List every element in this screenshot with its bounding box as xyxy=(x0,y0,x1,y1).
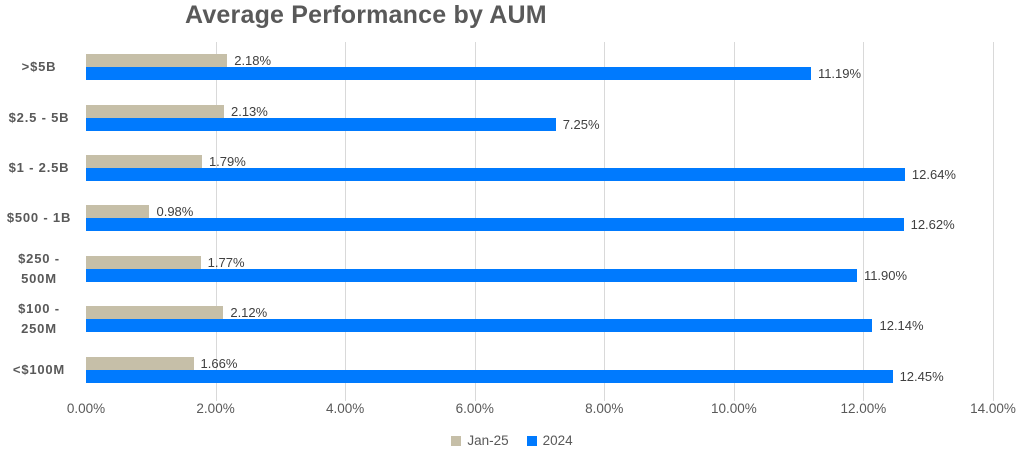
2024-swatch-icon xyxy=(526,435,537,446)
bar-line: 1.79% xyxy=(86,154,993,170)
bar-line: 2.12% xyxy=(86,305,993,321)
legend-label: 2024 xyxy=(542,433,573,448)
x-axis-tick-label: 12.00% xyxy=(840,401,887,416)
bar-line: 1.77% xyxy=(86,254,993,270)
bar-2024 xyxy=(86,168,905,182)
bar-group: 2.18% 11.19% xyxy=(86,42,993,92)
x-axis: 0.00% 2.00% 4.00% 6.00% 8.00% 10.00% 12.00% 14.… xyxy=(67,401,1016,419)
gridline xyxy=(993,42,994,401)
data-label: 12.14% xyxy=(879,318,924,334)
bar-jan-25 xyxy=(86,306,224,320)
bar-line: 12.14% xyxy=(86,318,993,334)
legend-item-2024: 2024 xyxy=(526,433,573,448)
bar-2024 xyxy=(86,117,556,131)
bar-jan-25 xyxy=(86,255,201,269)
y-axis-category-labels: >$5B $2.5 - 5B $1 - 2.5B $500 - 1B $250 - 50… xyxy=(0,42,78,395)
bar-group: 2.13% 7.25% xyxy=(86,92,993,142)
data-label: 1.79% xyxy=(208,154,246,170)
y-axis-category-label: >$5B xyxy=(21,59,57,75)
bar-group: 1.77% 11.90% xyxy=(86,244,993,294)
data-label: 12.62% xyxy=(910,217,955,233)
data-label: 1.66% xyxy=(200,355,238,371)
x-axis-tick-label: 2.00% xyxy=(196,401,235,416)
bar-jan-25 xyxy=(86,155,202,169)
bar-jan-25 xyxy=(86,104,224,118)
legend-label: Jan-25 xyxy=(467,433,509,448)
bar-group: 0.98% 12.62% xyxy=(86,193,993,243)
bar-line: 1.66% xyxy=(86,355,993,371)
data-label: 2.13% xyxy=(230,103,268,119)
x-axis-tick-label: 8.00% xyxy=(585,401,624,416)
data-label: 11.90% xyxy=(863,267,908,283)
data-label: 2.12% xyxy=(230,305,268,321)
data-label: 12.45% xyxy=(899,368,944,384)
legend: Jan-25 2024 xyxy=(0,433,1024,448)
jan-25-swatch-icon xyxy=(451,435,462,446)
data-label: 7.25% xyxy=(562,116,600,132)
x-axis-tick-label: 10.00% xyxy=(710,401,757,416)
chart-title: Average Performance by AUM xyxy=(185,1,547,29)
bar-group: 1.79% 12.64% xyxy=(86,143,993,193)
y-axis-category-label: $250 - 500M xyxy=(18,250,60,286)
bar-jan-25 xyxy=(86,205,150,219)
bar-jan-25 xyxy=(86,356,194,370)
bar-2024 xyxy=(86,268,857,282)
x-axis-tick-label: 4.00% xyxy=(326,401,365,416)
data-label: 1.77% xyxy=(207,254,245,270)
bar-line: 2.18% xyxy=(86,53,993,69)
data-label: 12.64% xyxy=(911,167,956,183)
y-axis-category-label: $100 - 250M xyxy=(18,301,60,337)
bar-line: 12.62% xyxy=(86,217,993,233)
bar-2024 xyxy=(86,319,873,333)
x-axis-tick-label: 6.00% xyxy=(455,401,494,416)
bar-2024 xyxy=(86,67,811,81)
bar-2024 xyxy=(86,218,904,232)
data-label: 11.19% xyxy=(817,66,862,82)
y-axis-category-label: $1 - 2.5B xyxy=(8,159,70,175)
bar-line: 11.19% xyxy=(86,66,993,82)
plot-area: 2.18% 11.19% 2.13% 7.25% 1.79% 12.64% 0.98% 12.… xyxy=(86,42,994,401)
bar-line: 11.90% xyxy=(86,267,993,283)
data-label: 0.98% xyxy=(156,204,194,220)
y-axis-category-label: $500 - 1B xyxy=(6,210,72,226)
data-label: 2.18% xyxy=(234,53,272,69)
bar-line: 12.64% xyxy=(86,167,993,183)
bar-group: 1.66% 12.45% xyxy=(86,345,993,395)
bar-group: 2.12% 12.14% xyxy=(86,294,993,344)
bar-jan-25 xyxy=(86,54,228,68)
y-axis-category-label: $2.5 - 5B xyxy=(8,109,70,125)
bar-line: 2.13% xyxy=(86,103,993,119)
x-axis-tick-label: 0.00% xyxy=(66,401,106,416)
bar-2024 xyxy=(86,369,893,383)
legend-item-jan-25: Jan-25 xyxy=(451,433,509,448)
x-axis-tick-label: 14.00% xyxy=(970,401,1016,416)
bar-rows: 2.18% 11.19% 2.13% 7.25% 1.79% 12.64% 0.98% 12.… xyxy=(86,42,993,395)
bar-line: 12.45% xyxy=(86,368,993,384)
y-axis-category-label: <$100M xyxy=(12,361,66,377)
bar-line: 7.25% xyxy=(86,116,993,132)
bar-line: 0.98% xyxy=(86,204,993,220)
